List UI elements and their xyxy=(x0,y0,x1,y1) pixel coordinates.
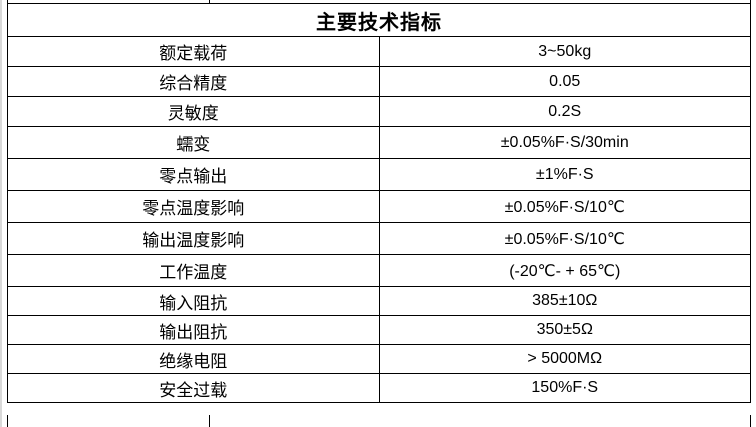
spec-value: ±1%F·S xyxy=(378,158,751,191)
table-row: 输出温度影响 ±0.05%F·S/10℃ xyxy=(7,222,751,255)
partial-row-top-divider xyxy=(209,0,210,4)
spec-value: 3~50kg xyxy=(378,36,751,67)
partial-row-top-right-border xyxy=(750,0,751,4)
spec-label: 灵敏度 xyxy=(7,96,380,127)
spec-value: 385±10Ω xyxy=(378,286,751,316)
spec-value: > 5000MΩ xyxy=(378,344,751,374)
spec-label: 工作温度 xyxy=(7,254,380,287)
spec-label: 绝缘电阻 xyxy=(7,344,380,374)
spec-table: 主要技术指标 额定载荷 3~50kg 综合精度 0.05 灵敏度 0.2S 蠕变… xyxy=(7,3,751,403)
table-row: 零点输出 ±1%F·S xyxy=(7,158,751,191)
spec-label: 输出阻抗 xyxy=(7,315,380,345)
table-title: 主要技术指标 xyxy=(7,3,751,37)
spec-value: ±0.05%F·S/10℃ xyxy=(378,190,751,223)
spec-label: 输出温度影响 xyxy=(7,222,380,255)
partial-row-bottom-right-border xyxy=(750,415,751,427)
partial-row-top-left-border xyxy=(7,0,8,4)
table-row: 零点温度影响 ±0.05%F·S/10℃ xyxy=(7,190,751,223)
table-title-row: 主要技术指标 xyxy=(7,3,751,37)
spec-value: 350±5Ω xyxy=(378,315,751,345)
left-edge-strip xyxy=(0,0,2,427)
spec-label: 蠕变 xyxy=(7,126,380,159)
table-row: 蠕变 ±0.05%F·S/30min xyxy=(7,126,751,159)
table-row: 输出阻抗 350±5Ω xyxy=(7,315,751,345)
table-row: 综合精度 0.05 xyxy=(7,66,751,97)
spec-value: 150%F·S xyxy=(378,373,751,403)
table-row: 安全过载 150%F·S xyxy=(7,373,751,403)
table-row: 工作温度 (-20℃- + 65℃) xyxy=(7,254,751,287)
spec-value: ±0.05%F·S/10℃ xyxy=(378,222,751,255)
table-row: 灵敏度 0.2S xyxy=(7,96,751,127)
table-row: 绝缘电阻 > 5000MΩ xyxy=(7,344,751,374)
spec-value: (-20℃- + 65℃) xyxy=(378,254,751,287)
table-row: 输入阻抗 385±10Ω xyxy=(7,286,751,316)
partial-row-bottom-divider xyxy=(209,415,210,427)
spec-label: 综合精度 xyxy=(7,66,380,97)
spec-label: 零点输出 xyxy=(7,158,380,191)
spec-label: 零点温度影响 xyxy=(7,190,380,223)
spec-label: 输入阻抗 xyxy=(7,286,380,316)
spec-value: ±0.05%F·S/30min xyxy=(378,126,751,159)
spec-value: 0.05 xyxy=(378,66,751,97)
partial-row-bottom-left-border xyxy=(7,415,8,427)
table-row: 额定载荷 3~50kg xyxy=(7,36,751,67)
spec-value: 0.2S xyxy=(378,96,751,127)
spec-label: 安全过载 xyxy=(7,373,380,403)
spec-label: 额定载荷 xyxy=(7,36,380,67)
